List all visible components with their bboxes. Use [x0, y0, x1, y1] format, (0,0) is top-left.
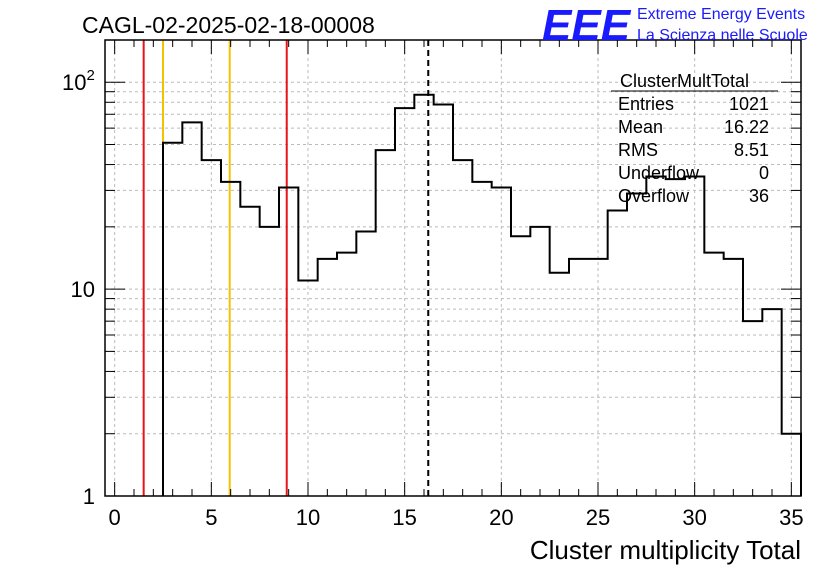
x-tick-label: 15: [392, 505, 416, 530]
x-tick-labels: 0 5 10 15 20 25 30 35: [109, 505, 804, 530]
stats-label-overflow: Overflow: [618, 186, 690, 206]
stats-value-rms: 8.51: [734, 140, 769, 160]
logo-line-1: Extreme Energy Events: [637, 6, 805, 23]
stats-label-rms: RMS: [618, 140, 658, 160]
plot-frame: [104, 39, 802, 497]
x-tick-label: 25: [586, 505, 610, 530]
stats-name: ClusterMultTotal: [620, 71, 749, 91]
x-tick-label: 30: [682, 505, 706, 530]
stats-value-entries: 1021: [729, 94, 769, 114]
stats-value-underflow: 0: [759, 163, 769, 183]
stats-value-overflow: 36: [749, 186, 769, 206]
eee-logo-mark: EEE: [542, 1, 632, 50]
x-tick-label: 10: [296, 505, 320, 530]
chart-title: CAGL-02-2025-02-18-00008: [82, 12, 375, 38]
y-tick-labels: 1 10 102: [62, 67, 95, 509]
histogram-series: [162, 93, 802, 496]
marker-lines: [142, 40, 430, 496]
logo-line-2: La Scienza nelle Scuole: [637, 27, 808, 44]
stats-label-entries: Entries: [618, 94, 674, 114]
stats-label-underflow: Underflow: [618, 163, 700, 183]
eee-logo: EEE Extreme Energy Events La Scienza nel…: [542, 1, 808, 50]
stats-box: ClusterMultTotal Entries 1021 Mean 16.22…: [611, 71, 778, 206]
y-tick-label: 1: [83, 484, 95, 509]
x-axis-label: Cluster multiplicity Total: [530, 535, 801, 565]
stats-label-mean: Mean: [618, 117, 663, 137]
y-tick-label: 102: [62, 67, 95, 95]
x-tick-label: 5: [205, 505, 217, 530]
x-tick-label: 20: [489, 505, 513, 530]
x-tick-label: 35: [779, 505, 803, 530]
stats-value-mean: 16.22: [724, 117, 769, 137]
y-tick-label: 10: [71, 277, 95, 302]
axis-ticks: [105, 40, 801, 497]
x-tick-label: 0: [109, 505, 121, 530]
